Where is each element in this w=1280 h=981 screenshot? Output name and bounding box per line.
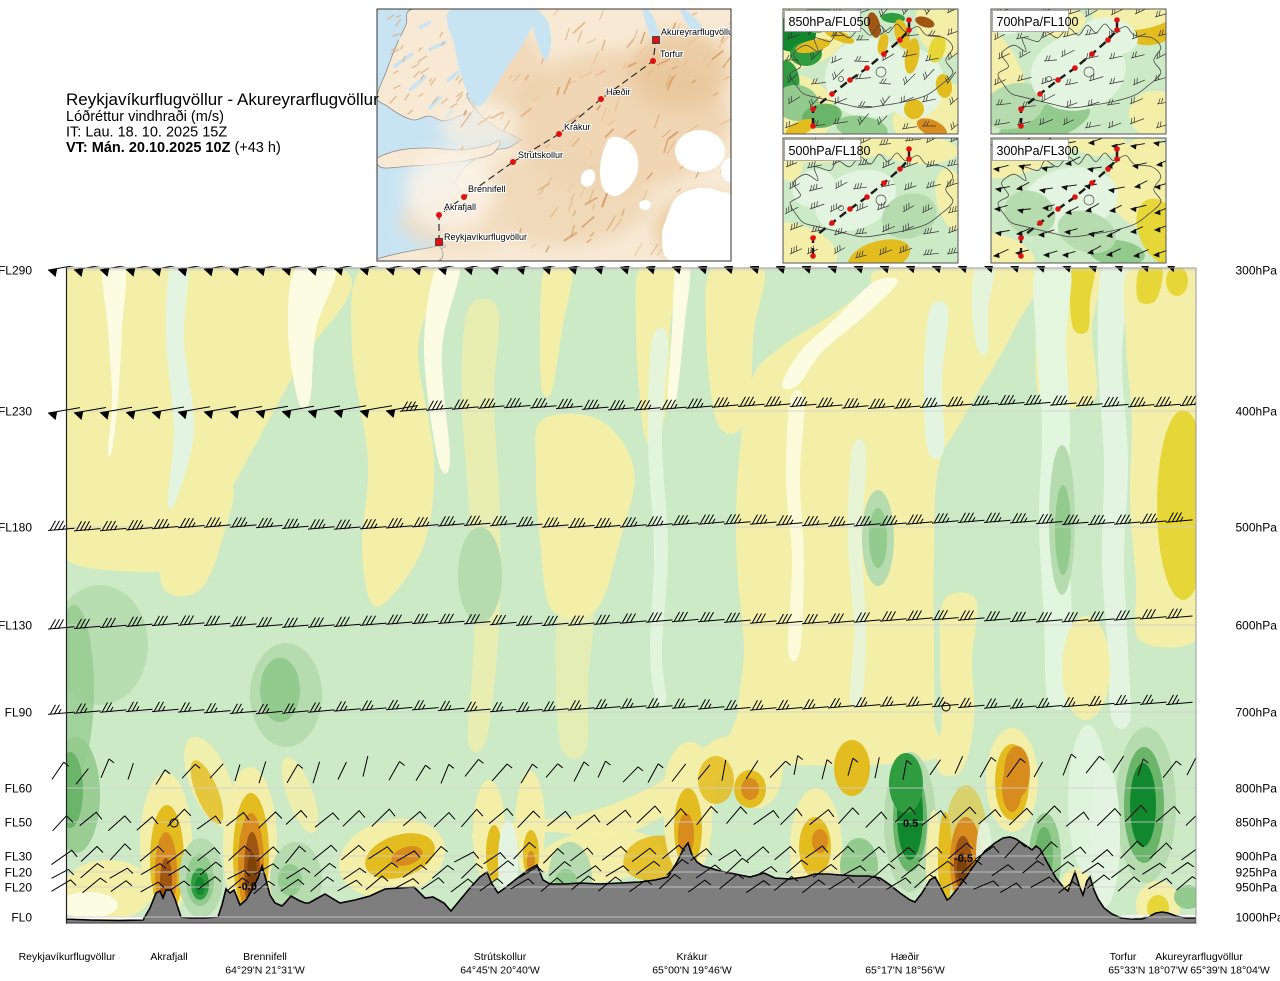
svg-text:700hPa: 700hPa [1236,706,1278,720]
svg-text:FL20: FL20 [5,866,33,880]
svg-text:Hæðir: Hæðir [606,87,631,97]
svg-text:65°39'N 18°04'W: 65°39'N 18°04'W [1190,965,1270,977]
svg-text:1000hPa: 1000hPa [1236,911,1280,925]
svg-text:FL90: FL90 [5,706,33,720]
svg-text:500hPa/FL180: 500hPa/FL180 [789,144,871,158]
svg-text:0.5: 0.5 [903,818,918,830]
svg-text:FL50: FL50 [5,816,33,830]
svg-text:Akureyrarflugvöllur: Akureyrarflugvöllur [661,27,736,37]
svg-text:300hPa/FL300: 300hPa/FL300 [997,144,1079,158]
svg-text:65°17'N 18°56'W: 65°17'N 18°56'W [865,965,945,977]
svg-text:Torfur: Torfur [1110,951,1137,963]
svg-text:300hPa: 300hPa [1236,264,1278,278]
svg-text:Akrafjall: Akrafjall [150,951,187,963]
svg-text:Torfur: Torfur [660,49,683,59]
svg-text:Strútskollur: Strútskollur [518,150,563,160]
svg-text:VT: Mán. 20.10.2025 10Z (+43 h: VT: Mán. 20.10.2025 10Z (+43 h) [66,140,281,156]
svg-text:Krákur: Krákur [564,122,591,132]
svg-text:Akureyrarflugvöllur: Akureyrarflugvöllur [1155,951,1243,963]
svg-text:Brennifell: Brennifell [243,951,287,963]
svg-text:FL60: FL60 [5,782,33,796]
svg-text:Reykjavíkurflugvöllur: Reykjavíkurflugvöllur [444,232,527,242]
svg-text:Strútskollur: Strútskollur [474,951,527,963]
svg-text:Akrafjall: Akrafjall [444,202,476,212]
svg-text:FL180: FL180 [0,521,32,535]
svg-text:700hPa/FL100: 700hPa/FL100 [997,15,1079,29]
svg-text:IT: Lau. 18. 10. 2025 15Z: IT: Lau. 18. 10. 2025 15Z [66,125,227,141]
svg-text:-0.5: -0.5 [954,853,973,865]
svg-text:Lóðréttur vindhraði (m/s): Lóðréttur vindhraði (m/s) [66,109,224,125]
svg-text:Brennifell: Brennifell [468,184,506,194]
svg-text:Krákur: Krákur [677,951,708,963]
svg-text:900hPa: 900hPa [1236,850,1278,864]
svg-text:850hPa: 850hPa [1236,816,1278,830]
svg-text:850hPa/FL050: 850hPa/FL050 [789,15,871,29]
svg-text:64°45'N 20°40'W: 64°45'N 20°40'W [460,965,540,977]
svg-text:500hPa: 500hPa [1236,521,1278,535]
svg-text:FL0: FL0 [11,911,32,925]
svg-text:Reykjavíkurflugvöllur - Akurey: Reykjavíkurflugvöllur - Akureyrarflugvöl… [66,90,379,109]
svg-text:FL290: FL290 [0,264,32,278]
svg-text:64°29'N 21°31'W: 64°29'N 21°31'W [225,965,305,977]
svg-text:65°00'N 19°46'W: 65°00'N 19°46'W [652,965,732,977]
svg-text:Reykjavíkurflugvöllur: Reykjavíkurflugvöllur [19,951,116,963]
svg-text:925hPa: 925hPa [1236,866,1278,880]
svg-text:FL30: FL30 [5,850,33,864]
svg-text:950hPa: 950hPa [1236,881,1278,895]
svg-text:Hæðir: Hæðir [891,951,920,963]
svg-text:600hPa: 600hPa [1236,619,1278,633]
svg-text:800hPa: 800hPa [1236,782,1278,796]
svg-text:FL230: FL230 [0,405,32,419]
svg-text:FL130: FL130 [0,619,32,633]
svg-text:FL20: FL20 [5,881,33,895]
svg-text:-0.0: -0.0 [238,881,257,893]
svg-text:400hPa: 400hPa [1236,405,1278,419]
svg-text:65°33'N 18°07'W: 65°33'N 18°07'W [1108,965,1188,977]
